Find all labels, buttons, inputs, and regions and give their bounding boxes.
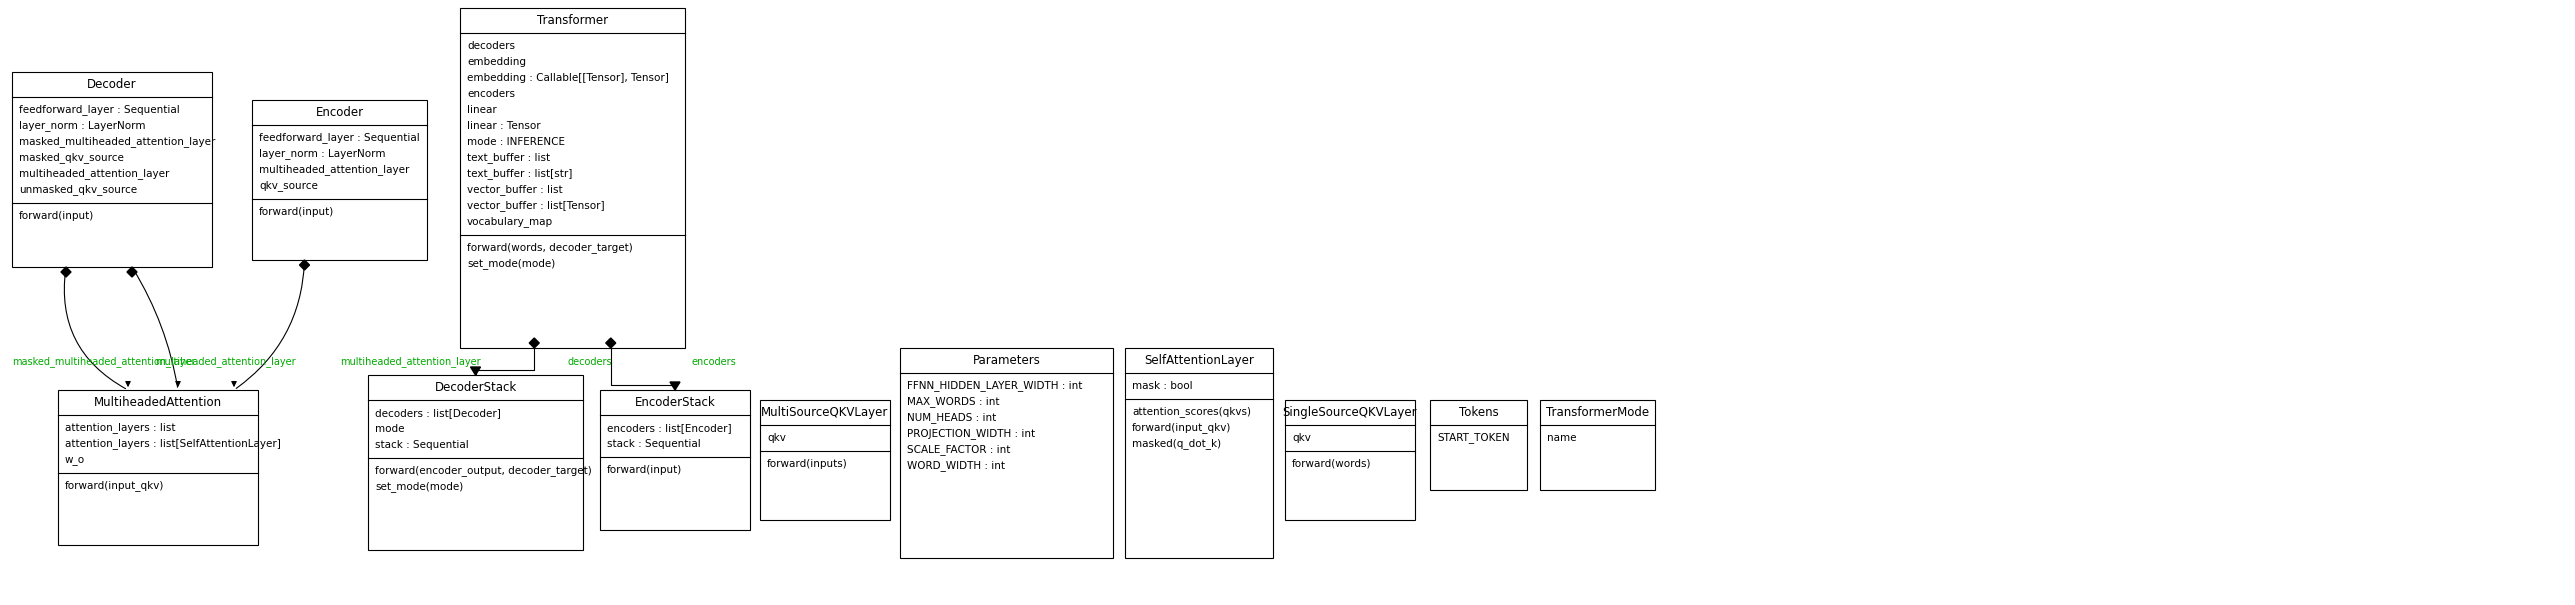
Bar <box>901 348 1112 558</box>
Text: Tokens: Tokens <box>1457 406 1499 419</box>
Bar <box>1125 348 1272 558</box>
Text: mode: mode <box>376 424 404 434</box>
Text: vector_buffer : list: vector_buffer : list <box>466 185 561 195</box>
Text: MAX_WORDS : int: MAX_WORDS : int <box>906 396 999 407</box>
Text: START_TOKEN: START_TOKEN <box>1437 433 1509 443</box>
Bar <box>760 400 891 520</box>
Text: masked_multiheaded_attention_layer: masked_multiheaded_attention_layer <box>18 137 216 148</box>
Text: layer_norm : LayerNorm: layer_norm : LayerNorm <box>260 149 386 160</box>
Text: feedforward_layer : Sequential: feedforward_layer : Sequential <box>260 132 420 143</box>
Text: text_buffer : list[str]: text_buffer : list[str] <box>466 169 572 180</box>
Text: forward(words): forward(words) <box>1293 459 1372 469</box>
Text: feedforward_layer : Sequential: feedforward_layer : Sequential <box>18 105 180 116</box>
Text: multiheaded_attention_layer: multiheaded_attention_layer <box>260 165 409 175</box>
Text: forward(input): forward(input) <box>18 211 95 221</box>
Text: forward(inputs): forward(inputs) <box>767 459 847 469</box>
Bar <box>252 100 427 260</box>
Text: DecoderStack: DecoderStack <box>435 381 518 394</box>
Polygon shape <box>530 338 538 348</box>
Polygon shape <box>605 338 615 348</box>
Text: NUM_HEADS : int: NUM_HEADS : int <box>906 413 997 423</box>
Text: vocabulary_map: vocabulary_map <box>466 217 554 227</box>
Text: PROJECTION_WIDTH : int: PROJECTION_WIDTH : int <box>906 428 1035 439</box>
Text: multiheaded_attention_layer: multiheaded_attention_layer <box>18 169 170 180</box>
Text: forward(encoder_output, decoder_target): forward(encoder_output, decoder_target) <box>376 465 592 477</box>
Text: Parameters: Parameters <box>973 354 1040 367</box>
Polygon shape <box>299 260 309 270</box>
Bar <box>13 72 211 267</box>
Polygon shape <box>126 267 136 277</box>
Text: forward(words, decoder_target): forward(words, decoder_target) <box>466 243 633 253</box>
Text: embedding: embedding <box>466 57 525 67</box>
Text: forward(input): forward(input) <box>608 465 682 475</box>
Text: Encoder: Encoder <box>317 106 363 119</box>
Text: decoders: decoders <box>569 357 613 367</box>
Text: forward(input_qkv): forward(input_qkv) <box>64 480 165 491</box>
Bar <box>1285 400 1416 520</box>
Text: MultiSourceQKVLayer: MultiSourceQKVLayer <box>762 406 888 419</box>
Text: FFNN_HIDDEN_LAYER_WIDTH : int: FFNN_HIDDEN_LAYER_WIDTH : int <box>906 381 1082 391</box>
Text: Transformer: Transformer <box>538 14 608 27</box>
Bar <box>600 390 749 530</box>
Text: vector_buffer : list[Tensor]: vector_buffer : list[Tensor] <box>466 200 605 212</box>
Polygon shape <box>670 382 680 390</box>
Text: qkv_source: qkv_source <box>260 180 317 191</box>
Text: linear : Tensor: linear : Tensor <box>466 121 541 131</box>
Bar <box>59 390 258 545</box>
Text: masked(q_dot_k): masked(q_dot_k) <box>1133 439 1221 450</box>
Text: linear: linear <box>466 105 497 115</box>
Polygon shape <box>471 367 482 375</box>
Text: forward(input_qkv): forward(input_qkv) <box>1133 422 1231 433</box>
Text: encoders: encoders <box>693 357 736 367</box>
Text: stack : Sequential: stack : Sequential <box>608 439 700 449</box>
Text: name: name <box>1548 433 1576 443</box>
Text: forward(input): forward(input) <box>260 207 335 217</box>
Bar <box>368 375 582 550</box>
Polygon shape <box>62 267 72 277</box>
Text: masked_multiheaded_attention_layer: masked_multiheaded_attention_layer <box>13 356 196 367</box>
Text: attention_layers : list[SelfAttentionLayer]: attention_layers : list[SelfAttentionLay… <box>64 439 281 450</box>
Text: layer_norm : LayerNorm: layer_norm : LayerNorm <box>18 120 147 131</box>
Text: unmasked_qkv_source: unmasked_qkv_source <box>18 185 136 195</box>
Text: decoders : list[Decoder]: decoders : list[Decoder] <box>376 408 502 418</box>
Text: SingleSourceQKVLayer: SingleSourceQKVLayer <box>1282 406 1416 419</box>
Text: qkv: qkv <box>1293 433 1311 443</box>
Text: Decoder: Decoder <box>88 78 136 91</box>
Text: attention_layers : list: attention_layers : list <box>64 422 175 433</box>
Text: text_buffer : list: text_buffer : list <box>466 152 551 163</box>
Text: SCALE_FACTOR : int: SCALE_FACTOR : int <box>906 445 1009 456</box>
Text: TransformerMode: TransformerMode <box>1545 406 1648 419</box>
Text: w_o: w_o <box>64 455 85 465</box>
Text: stack : Sequential: stack : Sequential <box>376 440 469 450</box>
Bar <box>1429 400 1527 490</box>
Bar <box>1540 400 1656 490</box>
Text: MultiheadedAttention: MultiheadedAttention <box>93 396 221 409</box>
Text: multiheaded_attention_layer: multiheaded_attention_layer <box>340 356 482 367</box>
Text: set_mode(mode): set_mode(mode) <box>466 258 556 269</box>
Text: attention_scores(qkvs): attention_scores(qkvs) <box>1133 407 1251 417</box>
Text: mode : INFERENCE: mode : INFERENCE <box>466 137 564 147</box>
Text: multiheaded_attention_layer: multiheaded_attention_layer <box>154 356 296 367</box>
Text: qkv: qkv <box>767 433 785 443</box>
Text: mask : bool: mask : bool <box>1133 381 1192 391</box>
Text: encoders : list[Encoder]: encoders : list[Encoder] <box>608 423 731 433</box>
Text: EncoderStack: EncoderStack <box>633 396 716 409</box>
Text: set_mode(mode): set_mode(mode) <box>376 482 464 492</box>
Text: encoders: encoders <box>466 89 515 99</box>
Text: WORD_WIDTH : int: WORD_WIDTH : int <box>906 460 1004 471</box>
Text: masked_qkv_source: masked_qkv_source <box>18 152 124 163</box>
Text: SelfAttentionLayer: SelfAttentionLayer <box>1143 354 1254 367</box>
Text: decoders: decoders <box>466 41 515 51</box>
Bar <box>461 8 685 348</box>
Text: embedding : Callable[[Tensor], Tensor]: embedding : Callable[[Tensor], Tensor] <box>466 73 670 83</box>
